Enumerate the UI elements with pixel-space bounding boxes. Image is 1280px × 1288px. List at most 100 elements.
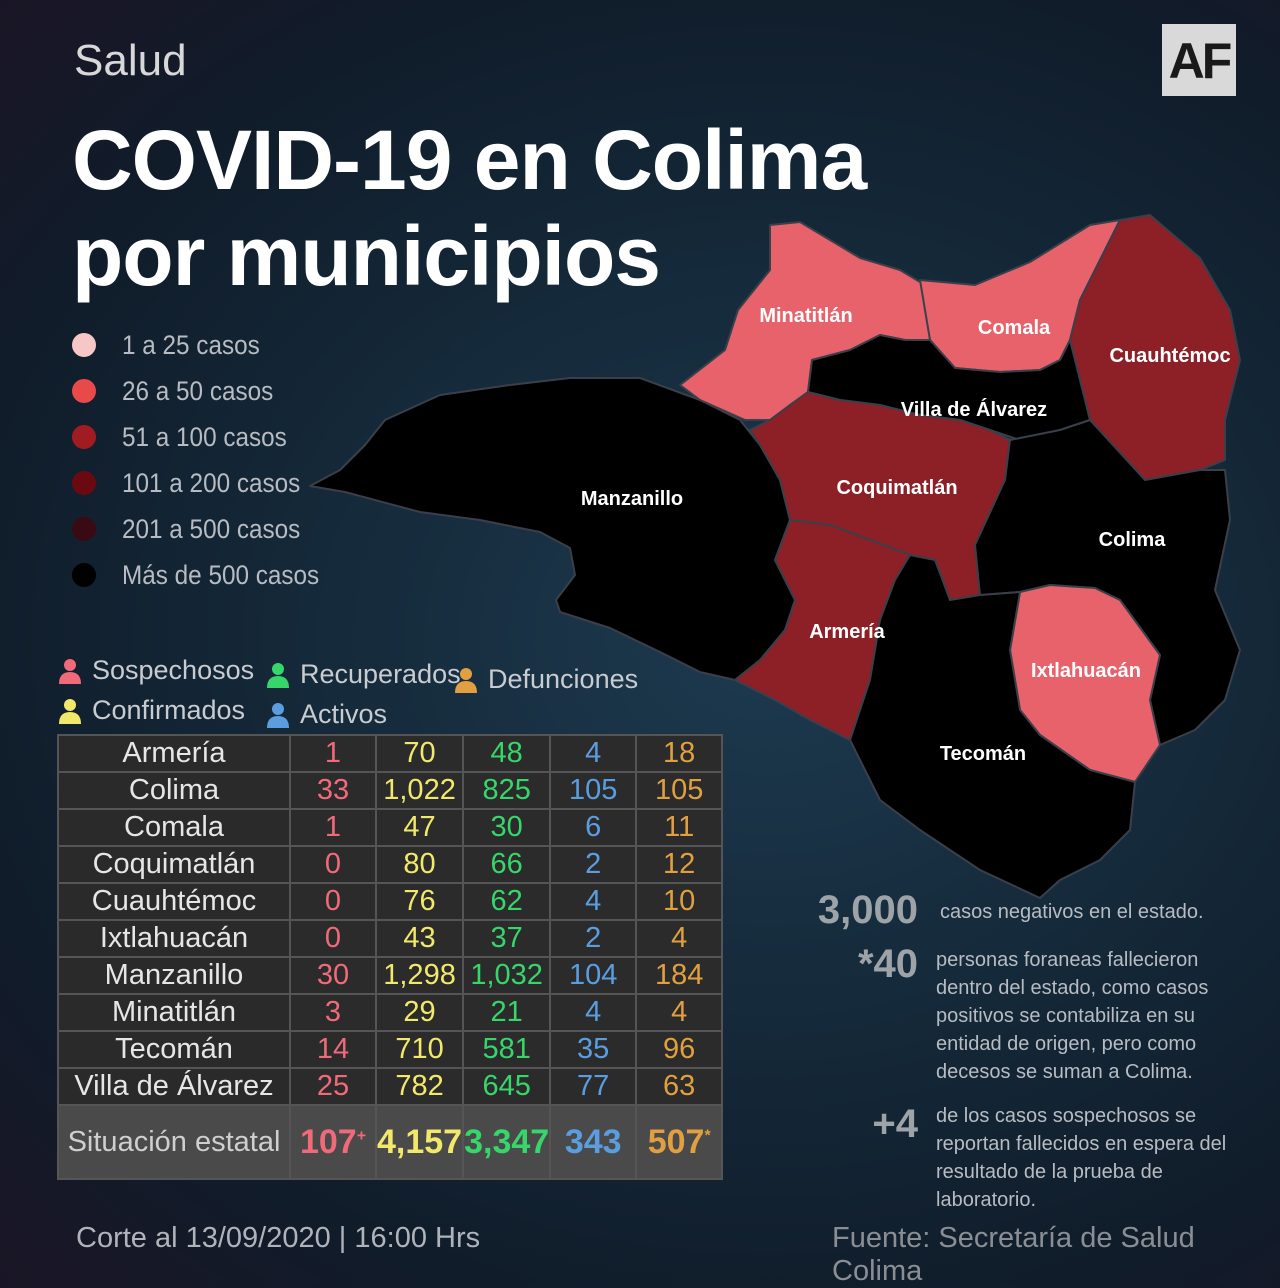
- cell-def: 12: [635, 845, 724, 884]
- cell-con: 1,022: [374, 771, 465, 810]
- cell-act: 6: [549, 808, 638, 847]
- table-row: Colima 33 1,022 825 105 105: [57, 771, 724, 810]
- table-row: Ixtlahuacán 0 43 37 2 4: [57, 919, 724, 958]
- table-row: Minatitlán 3 29 21 4 4: [57, 993, 724, 1032]
- cell-con: 80: [374, 845, 465, 884]
- negativos-text: casos negativos en el estado.: [940, 901, 1204, 923]
- legend-label: 51 a 100 casos: [122, 421, 287, 452]
- municipality-name: Manzanillo: [57, 956, 291, 995]
- cell-def: 4: [635, 919, 724, 958]
- colima-map: Minatitlán Comala Cuauhtémoc Villa de Ál…: [309, 214, 1241, 899]
- total-value: 343: [564, 1122, 622, 1161]
- cell-rec: 825: [462, 771, 552, 810]
- person-icon: [59, 658, 81, 684]
- sospechosos-fallecidos-text: de los casos sospechosos se reportan fal…: [936, 1105, 1227, 1211]
- key-label: Confirmados: [92, 695, 246, 725]
- legend-label: 1 a 25 casos: [122, 329, 260, 360]
- cell-rec: 66: [462, 845, 552, 884]
- cell-def: 105: [635, 771, 724, 810]
- person-icon: [455, 667, 477, 693]
- cell-def: 11: [635, 808, 724, 847]
- cell-rec: 37: [462, 919, 552, 958]
- title-line-2: por municipios: [72, 209, 661, 303]
- cell-con: 76: [374, 882, 465, 921]
- region-tecoman: [849, 554, 1136, 899]
- municipality-name: Ixtlahuacán: [57, 919, 291, 958]
- table-row: Villa de Álvarez 25 782 645 77 63: [57, 1067, 724, 1106]
- cell-def: 18: [635, 734, 724, 773]
- cell-sus: 30: [289, 956, 377, 995]
- legend-swatch: [72, 333, 96, 357]
- cell-con: 710: [374, 1030, 465, 1069]
- legend-item: Más de 500 casos: [72, 552, 341, 598]
- label-coquimatlan: Coquimatlán: [836, 477, 957, 499]
- key-recuperados: Recuperados: [266, 659, 461, 690]
- legend-item: 201 a 500 casos: [72, 506, 341, 552]
- cell-con: 29: [374, 993, 465, 1032]
- cell-con: 70: [374, 734, 465, 773]
- total-con: 4,157: [374, 1104, 465, 1180]
- cell-sus: 25: [289, 1067, 377, 1106]
- municipality-name: Armería: [57, 734, 291, 773]
- total-sus: 107+: [289, 1104, 377, 1180]
- legend-swatch: [72, 379, 96, 403]
- footer-date: Corte al 13/09/2020 | 16:00 Hrs: [76, 1222, 481, 1254]
- cell-rec: 1,032: [462, 956, 552, 995]
- municipality-name: Coquimatlán: [57, 845, 291, 884]
- cell-def: 10: [635, 882, 724, 921]
- legend-swatch: [72, 517, 96, 541]
- cell-act: 104: [549, 956, 638, 995]
- cell-def: 63: [635, 1067, 724, 1106]
- person-icon: [59, 698, 81, 724]
- label-minatitlan: Minatitlán: [759, 305, 852, 327]
- municipality-name: Colima: [57, 771, 291, 810]
- legend-item: 101 a 200 casos: [72, 460, 341, 506]
- negativos-number: 3,000: [817, 888, 918, 932]
- total-rec: 3,347: [462, 1104, 552, 1180]
- person-icon: [267, 662, 289, 688]
- key-confirmados: Confirmados: [58, 695, 245, 726]
- cell-def: 4: [635, 993, 724, 1032]
- label-tecoman: Tecomán: [940, 743, 1026, 765]
- cell-act: 35: [549, 1030, 638, 1069]
- key-label: Activos: [300, 699, 388, 729]
- legend-swatch: [72, 563, 96, 587]
- table-row: Armería 1 70 48 4 18: [57, 734, 724, 773]
- legend-label: 26 a 50 casos: [122, 375, 274, 406]
- municipality-name: Comala: [57, 808, 291, 847]
- region-armeria: [734, 519, 911, 741]
- municipality-name: Tecomán: [57, 1030, 291, 1069]
- cell-act: 4: [549, 993, 638, 1032]
- municipality-name: Villa de Álvarez: [57, 1067, 291, 1106]
- cell-sus: 0: [289, 882, 377, 921]
- footer-source: Fuente: Secretaría de Salud Colima: [832, 1222, 1195, 1287]
- total-value: 4,157: [377, 1122, 463, 1161]
- title-line-1: COVID-19 en Colima: [72, 113, 867, 207]
- map-legend: 1 a 25 casos 26 a 50 casos 51 a 100 caso…: [72, 322, 341, 598]
- municipality-name: Cuauhtémoc: [57, 882, 291, 921]
- total-value: 507: [647, 1122, 705, 1161]
- cell-con: 43: [374, 919, 465, 958]
- table-row: Comala 1 47 30 6 11: [57, 808, 724, 847]
- table-row: Manzanillo 30 1,298 1,032 104 184: [57, 956, 724, 995]
- legend-swatch: [72, 471, 96, 495]
- foraneas-text: personas foraneas fallecieron dentro del…: [936, 949, 1209, 1083]
- cell-rec: 30: [462, 808, 552, 847]
- cell-sus: 14: [289, 1030, 377, 1069]
- section-label: Salud: [74, 36, 187, 85]
- table-row: Tecomán 14 710 581 35 96: [57, 1030, 724, 1069]
- person-icon: [267, 702, 289, 728]
- total-row: Situación estatal 107+ 4,157 3,347 343 507*: [57, 1104, 724, 1180]
- cell-sus: 1: [289, 808, 377, 847]
- table-row: Cuauhtémoc 0 76 62 4 10: [57, 882, 724, 921]
- total-mark: +: [356, 1127, 367, 1145]
- cell-rec: 48: [462, 734, 552, 773]
- legend-item: 26 a 50 casos: [72, 368, 341, 414]
- cases-table: Armería 1 70 48 4 18 Colima 33 1,022 825 105 105 Com…: [57, 734, 724, 1180]
- label-villa-de-alvarez: Villa de Álvarez: [901, 398, 1047, 421]
- cell-rec: 21: [462, 993, 552, 1032]
- cell-def: 184: [635, 956, 724, 995]
- total-value: 107: [299, 1122, 357, 1161]
- key-label: Recuperados: [300, 659, 461, 689]
- cell-sus: 1: [289, 734, 377, 773]
